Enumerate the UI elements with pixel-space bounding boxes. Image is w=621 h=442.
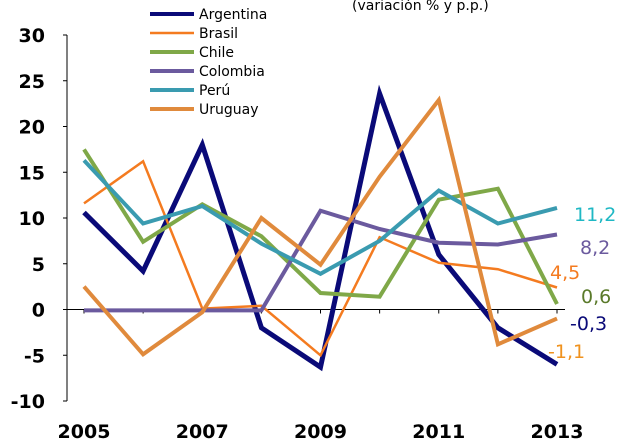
end-label-brasil: 4,5 xyxy=(550,262,580,284)
end-label-per: 11,2 xyxy=(574,204,616,226)
y-tick-label: 0 xyxy=(32,300,45,322)
x-tick-label: 2009 xyxy=(294,421,347,442)
legend-label: Perú xyxy=(199,83,230,99)
end-label-chile: 0,6 xyxy=(581,286,611,308)
y-tick-label: 5 xyxy=(32,254,45,276)
series-line-colombia xyxy=(84,208,558,313)
series-lines xyxy=(82,84,559,372)
series-line-per xyxy=(82,159,558,277)
end-labels: -0,3 4,50,6 8,2 11,2 -1,1 xyxy=(548,204,616,363)
legend-label: Brasil xyxy=(199,26,238,42)
x-tick-label: 2013 xyxy=(531,421,584,442)
legend-label: Uruguay xyxy=(199,102,259,118)
x-tick-label: 2007 xyxy=(176,421,229,442)
chart-header-partial: (variación % y p.p.) xyxy=(352,0,489,14)
y-tick-label: -10 xyxy=(11,391,45,413)
chart-axes: 30 25 20 15 10 5 0 -5 -10 2005 2007 2009 2011 2013 xyxy=(11,25,584,442)
y-tick-label: 10 xyxy=(19,208,45,230)
legend-label: Chile xyxy=(199,45,234,61)
series-line-chile xyxy=(82,148,559,305)
end-label-argentina: -0,3 xyxy=(570,313,607,335)
legend: Argentina Brasil Chile Colombia Perú Uruguay xyxy=(150,7,267,118)
series-line-argentina xyxy=(82,84,559,372)
legend-label: Colombia xyxy=(199,64,265,80)
y-tick-label: 30 xyxy=(19,25,45,47)
x-tick-label: 2005 xyxy=(58,421,111,442)
y-tick-label: -5 xyxy=(24,345,45,367)
y-tick-label: 25 xyxy=(19,71,45,93)
end-label-uruguay: -1,1 xyxy=(548,341,585,363)
series-line-uruguay xyxy=(82,95,558,357)
end-label-colombia: 8,2 xyxy=(580,237,610,259)
y-tick-label: 20 xyxy=(19,117,45,139)
y-tick-label: 15 xyxy=(19,162,45,184)
legend-label: Argentina xyxy=(199,7,267,23)
x-tick-label: 2011 xyxy=(412,421,465,442)
